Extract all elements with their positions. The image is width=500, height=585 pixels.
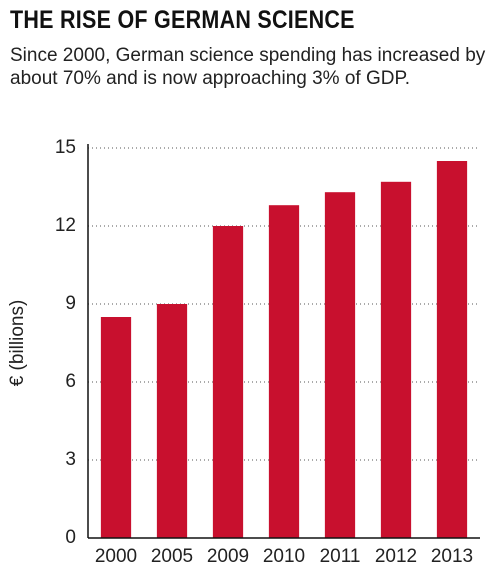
y-tick-label: 12: [55, 215, 76, 236]
y-tick-label: 6: [65, 371, 76, 392]
bar: [268, 205, 300, 538]
y-tick-label: 0: [65, 527, 76, 548]
y-axis-label: € (billions): [7, 300, 28, 387]
x-tick-label: 2010: [263, 546, 305, 567]
x-tick-label: 2005: [151, 546, 193, 567]
chart-subtitle: Since 2000, German science spending has …: [10, 45, 486, 89]
bar: [324, 192, 356, 538]
y-tick-label: 15: [55, 137, 76, 158]
x-tick-label: 2011: [320, 546, 361, 567]
bar: [380, 181, 412, 539]
x-tick-label: 2000: [95, 546, 137, 567]
bar: [156, 304, 188, 538]
bar: [436, 161, 468, 538]
bar: [212, 226, 244, 538]
x-tick-label: 2013: [431, 546, 473, 567]
x-tick-label: 2009: [207, 546, 249, 567]
y-tick-label: 9: [65, 293, 76, 314]
bar: [100, 317, 132, 538]
y-tick-label: 3: [65, 449, 76, 470]
chart-title: THE RISE OF GERMAN SCIENCE: [10, 6, 355, 34]
x-tick-label: 2012: [375, 546, 417, 567]
